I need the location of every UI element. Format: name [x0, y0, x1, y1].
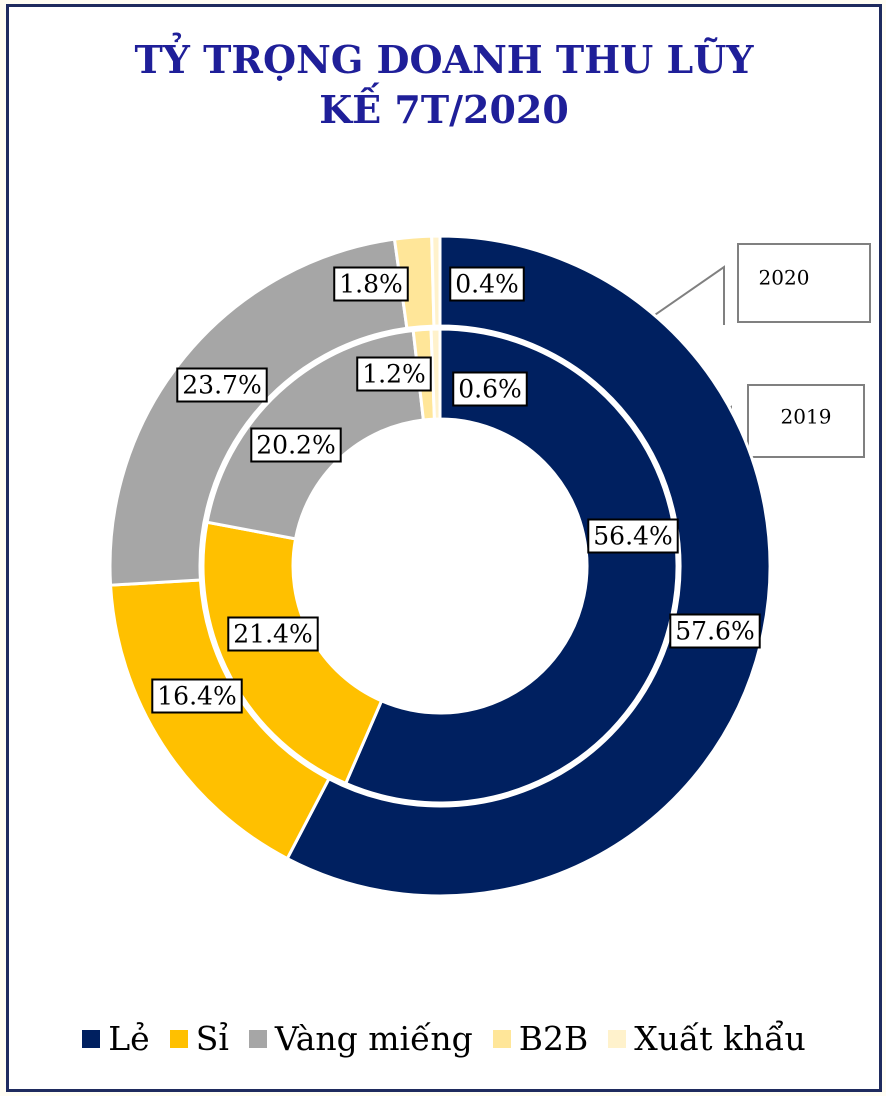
series-name: 2019 [781, 405, 832, 429]
value-label: 20.2% [256, 431, 335, 460]
chart-frame: TỶ TRỌNG DOANH THU LŨY KẾ 7T/2020 2020 2… [6, 4, 882, 1092]
value-label-box [151, 678, 243, 714]
slice [108, 237, 409, 587]
legend-label: Vàng miếng [274, 1019, 473, 1058]
slice [430, 234, 442, 328]
callouts [596, 243, 871, 478]
legend-label: Xuất khẩu [634, 1019, 806, 1058]
legend-item: B2B [492, 1019, 589, 1058]
series-box [747, 384, 865, 458]
legend-label: Lẻ [108, 1019, 150, 1058]
slice [285, 234, 772, 898]
legend-item: Lẻ [82, 1019, 150, 1058]
legend-swatch [492, 1029, 511, 1048]
legend-swatch [82, 1029, 101, 1048]
legend-item: Xuất khẩu [608, 1019, 806, 1058]
value-label-box [449, 266, 525, 302]
value-label: 0.4% [455, 270, 519, 299]
series-box [737, 243, 871, 323]
labels: 57.6% 16.4% 23.7% 1.8% 0.4% 56.4% 21.4% 20.2% 1.… [151, 266, 761, 714]
slice [343, 327, 679, 805]
value-label: 16.4% [157, 682, 236, 711]
rings [108, 234, 772, 898]
value-label-box [452, 371, 528, 407]
slice [201, 520, 384, 786]
value-label: 23.7% [182, 371, 261, 400]
chart: 2020 2019 57.6% 16.4% 23.7% 1.8% 0.4% 56.4% 21… [108, 234, 871, 898]
value-label-box [356, 356, 432, 392]
legend-label: Sỉ [195, 1019, 229, 1058]
series-name: 2020 [759, 266, 810, 290]
value-label-box [669, 613, 761, 649]
legend-swatch [248, 1029, 267, 1048]
legend: Lẻ Sỉ Vàng miếng B2B Xuất khẩu [9, 1019, 879, 1058]
value-label-box [176, 367, 268, 403]
legend-swatch [169, 1029, 188, 1048]
legend-item: Sỉ [169, 1019, 229, 1058]
value-label-box [587, 518, 679, 554]
legend-item: Vàng miếng [248, 1019, 473, 1058]
value-label: 21.4% [233, 620, 312, 649]
value-label-box [227, 616, 319, 652]
value-label: 56.4% [593, 522, 672, 551]
chart-title: TỶ TRỌNG DOANH THU LŨY KẾ 7T/2020 [134, 37, 754, 132]
legend-swatch [608, 1029, 627, 1048]
value-label: 0.6% [458, 375, 522, 404]
value-label-box [250, 427, 342, 463]
value-label-box [333, 266, 409, 302]
value-label: 1.8% [339, 270, 403, 299]
slice [429, 327, 442, 421]
value-label: 57.6% [675, 617, 754, 646]
legend-label: B2B [518, 1019, 589, 1058]
value-label: 1.2% [362, 360, 426, 389]
